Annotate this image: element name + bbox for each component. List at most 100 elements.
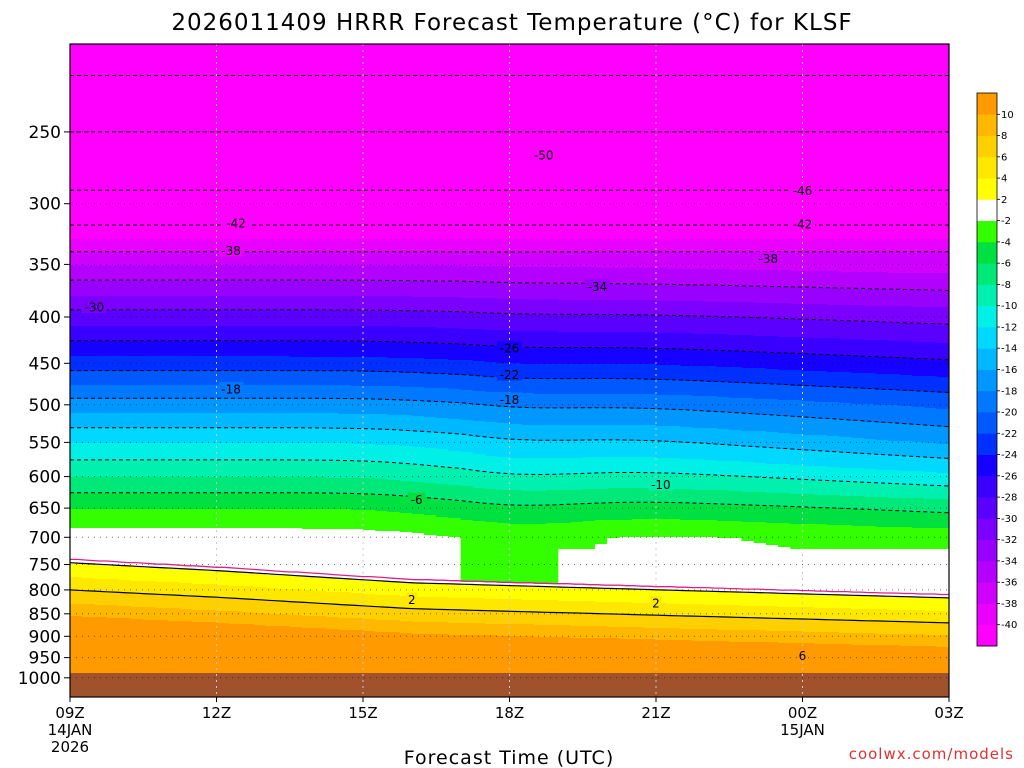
temperature-band	[314, 509, 327, 530]
temperature-band	[594, 440, 608, 458]
temperature-band	[594, 457, 608, 474]
temperature-band	[875, 423, 889, 441]
temperature-band	[301, 477, 315, 494]
temperature-band	[717, 429, 730, 446]
temperature-band	[411, 311, 425, 328]
temperature-band	[424, 388, 437, 403]
temperature-band	[363, 386, 376, 400]
temperature-band	[448, 598, 462, 611]
temperature-band	[729, 521, 743, 539]
temperature-band	[680, 443, 694, 460]
temperature-band	[460, 390, 474, 405]
temperature-band	[460, 239, 474, 253]
credit-link[interactable]: coolwx.com/models	[849, 745, 1014, 763]
temperature-band	[631, 332, 645, 349]
temperature-band	[594, 489, 608, 504]
temperature-band	[424, 417, 437, 433]
temperature-band	[118, 509, 132, 529]
temperature-band	[692, 350, 706, 367]
temperature-band	[192, 413, 205, 429]
temperature-band	[179, 428, 193, 444]
temperature-band	[143, 281, 157, 297]
temperature-band	[363, 607, 376, 620]
temperature-band	[338, 592, 352, 606]
temperature-band	[216, 413, 230, 429]
temperature-band	[350, 342, 364, 358]
temperature-band	[350, 281, 364, 297]
contour-label-bg	[497, 341, 522, 355]
colorbar-label: -2	[1001, 216, 1011, 227]
temperature-band	[204, 265, 218, 282]
temperature-band	[497, 423, 511, 440]
temperature-band	[631, 409, 645, 426]
temperature-band	[826, 508, 840, 526]
temperature-band	[509, 624, 523, 637]
temperature-band	[717, 412, 730, 430]
temperature-band	[82, 371, 96, 386]
temperature-band	[277, 399, 291, 414]
temperature-band	[558, 523, 572, 550]
temperature-band	[411, 514, 425, 534]
y-tick-label: 500	[29, 396, 61, 416]
temperature-band	[765, 523, 779, 546]
temperature-band	[643, 44, 657, 240]
temperature-band	[289, 44, 303, 240]
temperature-band	[204, 399, 218, 414]
temperature-band	[143, 509, 157, 529]
colorbar-swatch	[977, 539, 997, 562]
temperature-band	[851, 609, 865, 622]
temperature-band	[375, 495, 389, 512]
temperature-band	[301, 265, 315, 282]
temperature-band	[619, 602, 633, 616]
temperature-band	[717, 521, 730, 539]
temperature-band	[155, 528, 169, 569]
temperature-band	[912, 391, 926, 408]
temperature-band	[656, 537, 669, 591]
temperature-band	[155, 239, 169, 253]
temperature-band	[155, 443, 169, 461]
temperature-band	[765, 464, 779, 479]
temperature-band	[521, 587, 535, 601]
temperature-band	[314, 310, 327, 327]
temperature-band	[790, 370, 804, 387]
temperature-band	[790, 631, 804, 644]
temperature-band	[900, 44, 913, 240]
temperature-band	[485, 406, 498, 423]
temperature-band	[924, 549, 938, 599]
temperature-band	[851, 239, 865, 253]
temperature-band	[472, 405, 486, 422]
temperature-band	[289, 252, 303, 266]
temperature-band	[521, 331, 535, 349]
temperature-band	[643, 628, 657, 640]
temperature-band	[741, 630, 755, 643]
temperature-band	[558, 284, 572, 301]
temperature-band	[301, 443, 315, 462]
temperature-band	[936, 486, 949, 500]
temperature-band	[94, 579, 108, 593]
temperature-band	[607, 315, 620, 333]
temperature-band	[509, 424, 523, 441]
temperature-band	[179, 569, 193, 584]
temperature-band	[277, 44, 291, 240]
temperature-band	[582, 549, 596, 589]
temperature-band	[814, 524, 828, 550]
temperature-band	[399, 281, 413, 297]
temperature-band	[619, 364, 633, 380]
temperature-band	[363, 44, 376, 240]
temperature-band	[875, 340, 889, 358]
temperature-band	[631, 268, 645, 285]
contour-label: -50	[534, 148, 554, 162]
temperature-band	[619, 488, 633, 504]
contour-label: -10	[651, 478, 671, 492]
temperature-band	[192, 399, 205, 414]
temperature-band	[741, 522, 755, 542]
temperature-band	[509, 239, 523, 253]
temperature-band	[680, 285, 694, 302]
temperature-band	[717, 476, 730, 491]
temperature-band	[936, 239, 949, 253]
temperature-band	[546, 425, 559, 442]
temperature-band	[875, 634, 889, 646]
temperature-band	[363, 594, 376, 608]
temperature-band	[94, 605, 108, 618]
temperature-band	[631, 590, 645, 604]
